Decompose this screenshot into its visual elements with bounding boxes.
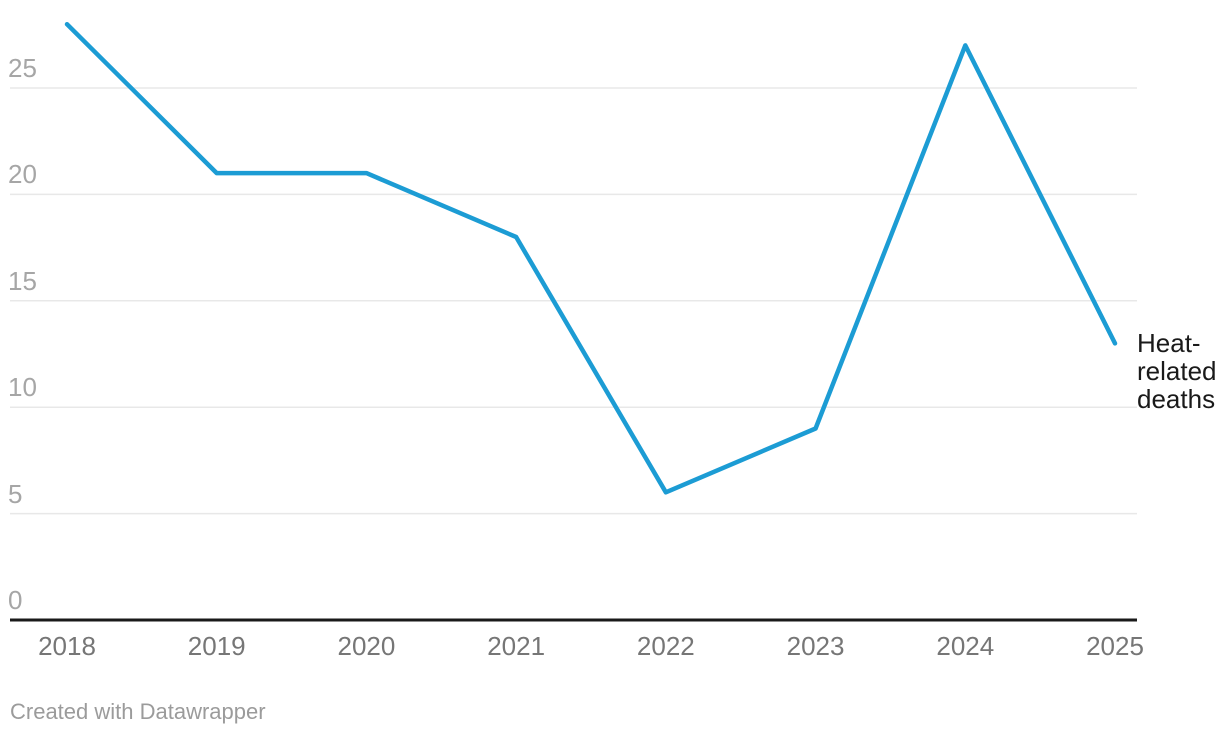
- x-tick-label: 2023: [786, 631, 845, 661]
- y-tick-label: 0: [8, 585, 23, 615]
- series-direct-label-line: related: [1137, 356, 1217, 386]
- series-direct-label: Heat-related deaths: [1137, 329, 1217, 413]
- y-tick-label: 25: [8, 53, 37, 83]
- x-tick-label: 2024: [936, 631, 995, 661]
- x-tick-label: 2019: [187, 631, 246, 661]
- x-tick-label: 2020: [337, 631, 396, 661]
- y-tick-label: 5: [8, 478, 23, 509]
- y-tick-label: 10: [8, 372, 37, 403]
- y-tick-label: 15: [8, 265, 37, 296]
- attribution-text: Created with Datawrapper: [10, 699, 266, 724]
- series-direct-label-line: deaths: [1137, 384, 1216, 414]
- x-tick-label: 2021: [487, 631, 546, 661]
- series-direct-label-line: Heat-: [1137, 328, 1201, 358]
- y-tick-label: 20: [8, 159, 37, 190]
- x-tick-label: 2025: [1086, 631, 1144, 661]
- x-tick-label: 2022: [636, 631, 695, 661]
- data-line: [64, 21, 1118, 495]
- x-tick-label: 2018: [38, 631, 96, 661]
